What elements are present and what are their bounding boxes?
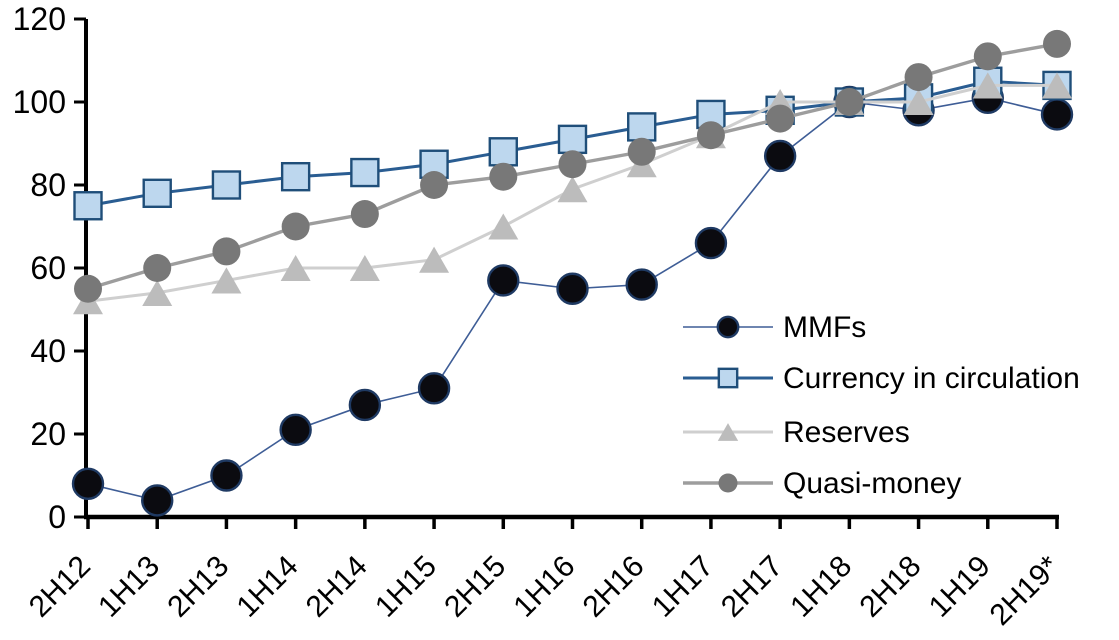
quasi-money-marker (212, 237, 241, 266)
currency-in-circulation-marker (142, 178, 172, 209)
x-axis-label: 2H19* (984, 549, 1067, 632)
y-axis-label: 120 (13, 1, 66, 37)
quasi-money-marker (766, 104, 795, 133)
reserves-marker (211, 267, 242, 294)
quasi-money-marker (1043, 29, 1071, 58)
x-axis-label: 1H18 (784, 550, 858, 624)
x-axis-label: 1H13 (92, 550, 166, 624)
quasi-money-marker (558, 150, 587, 179)
currency-in-circulation-marker (488, 137, 518, 167)
quasi-money-marker (74, 274, 102, 303)
mmfs-marker (694, 226, 728, 260)
reserves-marker (972, 72, 1003, 99)
quasi-money-marker (835, 88, 864, 116)
x-axis-label: 2H12 (23, 550, 97, 624)
x-axis: 2H121H132H131H142H141H152H151H162H161H17… (23, 514, 1067, 632)
x-axis-label: 2H14 (300, 550, 374, 624)
quasi-money-marker (904, 63, 933, 92)
y-axis-label: 80 (30, 167, 66, 203)
y-axis-label: 100 (13, 84, 66, 120)
y-axis-label: 40 (30, 333, 66, 369)
y-axis-label: 0 (48, 499, 66, 535)
series-quasi-money (74, 29, 1071, 303)
legend-item-quasi-money: Quasi-money (683, 467, 961, 500)
y-axis: 0 20 40 60 80 100 120 (13, 1, 88, 535)
legend-label: Reserves (783, 416, 910, 449)
legend-label: Currency in circulation (783, 362, 1080, 395)
reserves-legend-marker (717, 423, 739, 441)
reserves-marker (903, 88, 934, 116)
currency-in-circulation-marker (280, 161, 311, 192)
legend-item-mmfs: MMFs (683, 311, 866, 344)
x-axis-label: 2H15 (438, 550, 512, 624)
x-axis-label: 2H13 (161, 550, 235, 624)
x-axis-label: 1H14 (231, 550, 305, 624)
reserves-marker (349, 254, 380, 282)
mmfs-marker (417, 372, 451, 405)
mmfs-legend-marker (716, 315, 740, 339)
y-axis-label: 60 (30, 250, 66, 286)
mmfs-marker (763, 139, 797, 173)
mmfs-marker (141, 484, 174, 517)
quasi-money-marker (350, 200, 379, 229)
reserves-marker (419, 246, 450, 273)
x-axis-label: 2H16 (577, 550, 651, 624)
legend-item-currency-in-circulation: Currency in circulation (683, 362, 1080, 395)
x-axis-label: 2H17 (715, 550, 789, 624)
mmfs-marker (348, 388, 382, 422)
quasi-money-marker (420, 171, 449, 199)
mmfs-marker (556, 272, 589, 305)
reserves-marker (488, 213, 519, 240)
x-axis-label: 1H15 (369, 550, 443, 624)
mmfs-marker (625, 268, 658, 301)
quasi-money-marker (696, 121, 725, 150)
currency-in-circulation-marker (350, 157, 380, 188)
currency-in-circulation-marker (73, 191, 103, 221)
y-axis-label: 20 (30, 416, 66, 452)
mmfs-marker (210, 459, 243, 492)
mmfs-marker (279, 413, 312, 447)
quasi-money-marker (489, 162, 518, 191)
mmfs-marker (1040, 98, 1074, 131)
currency-in-circulation-legend-marker (717, 367, 739, 389)
currency-in-circulation-marker (557, 124, 588, 155)
x-axis-label: 1H16 (507, 550, 581, 624)
reserves-marker (280, 254, 311, 282)
legend-item-reserves: Reserves (683, 416, 910, 449)
mmfs-marker (487, 264, 520, 297)
x-axis-label: 1H17 (646, 550, 720, 624)
reserves-marker (1042, 72, 1072, 99)
reserves-marker (142, 279, 173, 306)
quasi-money-marker (973, 42, 1002, 71)
legend: MMFs Currency in circulation Reserves Quasi… (683, 311, 1080, 500)
quasi-money-marker (143, 254, 172, 282)
quasi-money-marker (627, 137, 656, 166)
x-axis-label: 2H18 (853, 550, 927, 624)
x-axis-label: 1H19 (923, 550, 997, 624)
legend-label: Quasi-money (783, 467, 961, 500)
currency-in-circulation-marker (627, 112, 657, 142)
mmfs-marker (71, 467, 105, 500)
quasi-money-legend-marker (718, 473, 738, 493)
legend-label: MMFs (783, 311, 866, 344)
quasi-money-marker (281, 212, 310, 241)
reserves-marker (557, 176, 588, 203)
currency-in-circulation-marker (211, 170, 242, 200)
